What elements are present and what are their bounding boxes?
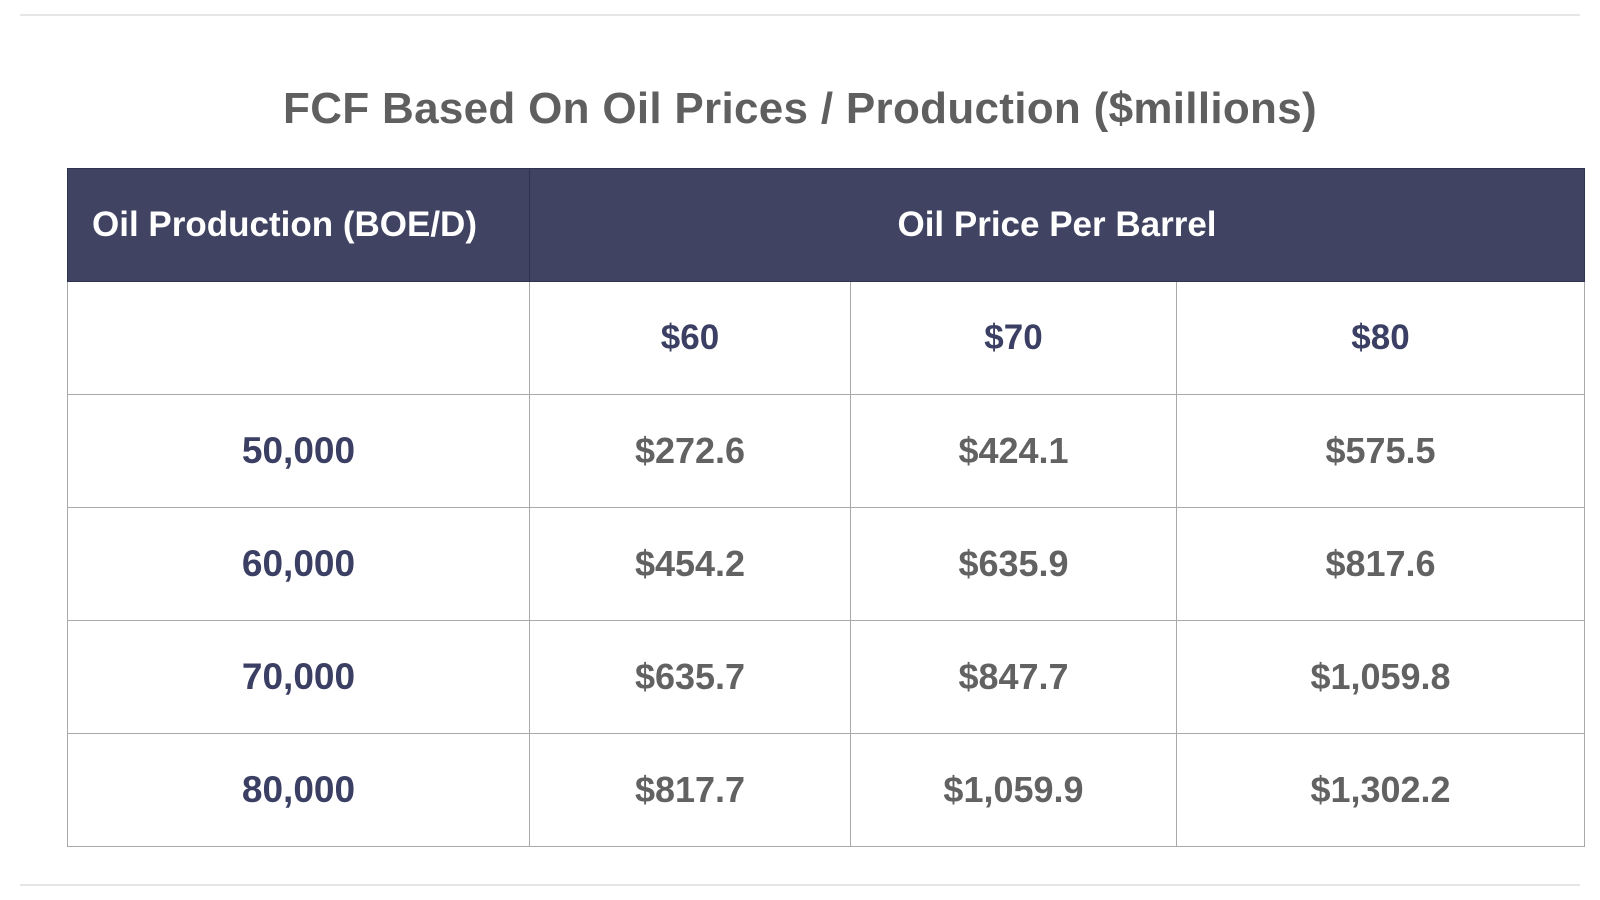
table-row: 80,000 $817.7 $1,059.9 $1,302.2 [67, 733, 1586, 847]
table-row: 70,000 $635.7 $847.7 $1,059.8 [67, 620, 1586, 734]
fcf-value-cell: $635.7 [529, 620, 851, 734]
fcf-value-cell: $1,059.8 [1175, 620, 1586, 734]
production-column-header: Oil Production (BOE/D) [67, 168, 530, 282]
chart-title: FCF Based On Oil Prices / Production ($m… [283, 84, 1317, 133]
table-row: 50,000 $272.6 $424.1 $575.5 [67, 394, 1586, 508]
top-divider [20, 14, 1580, 16]
fcf-value-cell: $817.6 [1175, 507, 1586, 621]
price-header-row: $60 $70 $80 [67, 281, 1586, 395]
price-header-80: $80 [1175, 281, 1586, 395]
fcf-value-cell: $635.9 [850, 507, 1177, 621]
production-cell: 60,000 [67, 507, 530, 621]
fcf-value-cell: $424.1 [850, 394, 1177, 508]
empty-corner-cell [67, 281, 530, 395]
table-header-row: Oil Production (BOE/D) Oil Price Per Bar… [67, 168, 1586, 282]
fcf-value-cell: $847.7 [850, 620, 1177, 734]
price-header-70: $70 [850, 281, 1177, 395]
production-cell: 70,000 [67, 620, 530, 734]
bottom-divider [20, 884, 1580, 886]
fcf-value-cell: $1,302.2 [1175, 733, 1586, 847]
table-row: 60,000 $454.2 $635.9 $817.6 [67, 507, 1586, 621]
fcf-value-cell: $817.7 [529, 733, 851, 847]
production-cell: 80,000 [67, 733, 530, 847]
fcf-value-cell: $1,059.9 [850, 733, 1177, 847]
fcf-value-cell: $272.6 [529, 394, 851, 508]
production-cell: 50,000 [67, 394, 530, 508]
fcf-value-cell: $454.2 [529, 507, 851, 621]
price-group-header: Oil Price Per Barrel [528, 168, 1586, 282]
fcf-table: Oil Production (BOE/D) Oil Price Per Bar… [67, 168, 1586, 847]
fcf-value-cell: $575.5 [1175, 394, 1586, 508]
price-header-60: $60 [529, 281, 851, 395]
